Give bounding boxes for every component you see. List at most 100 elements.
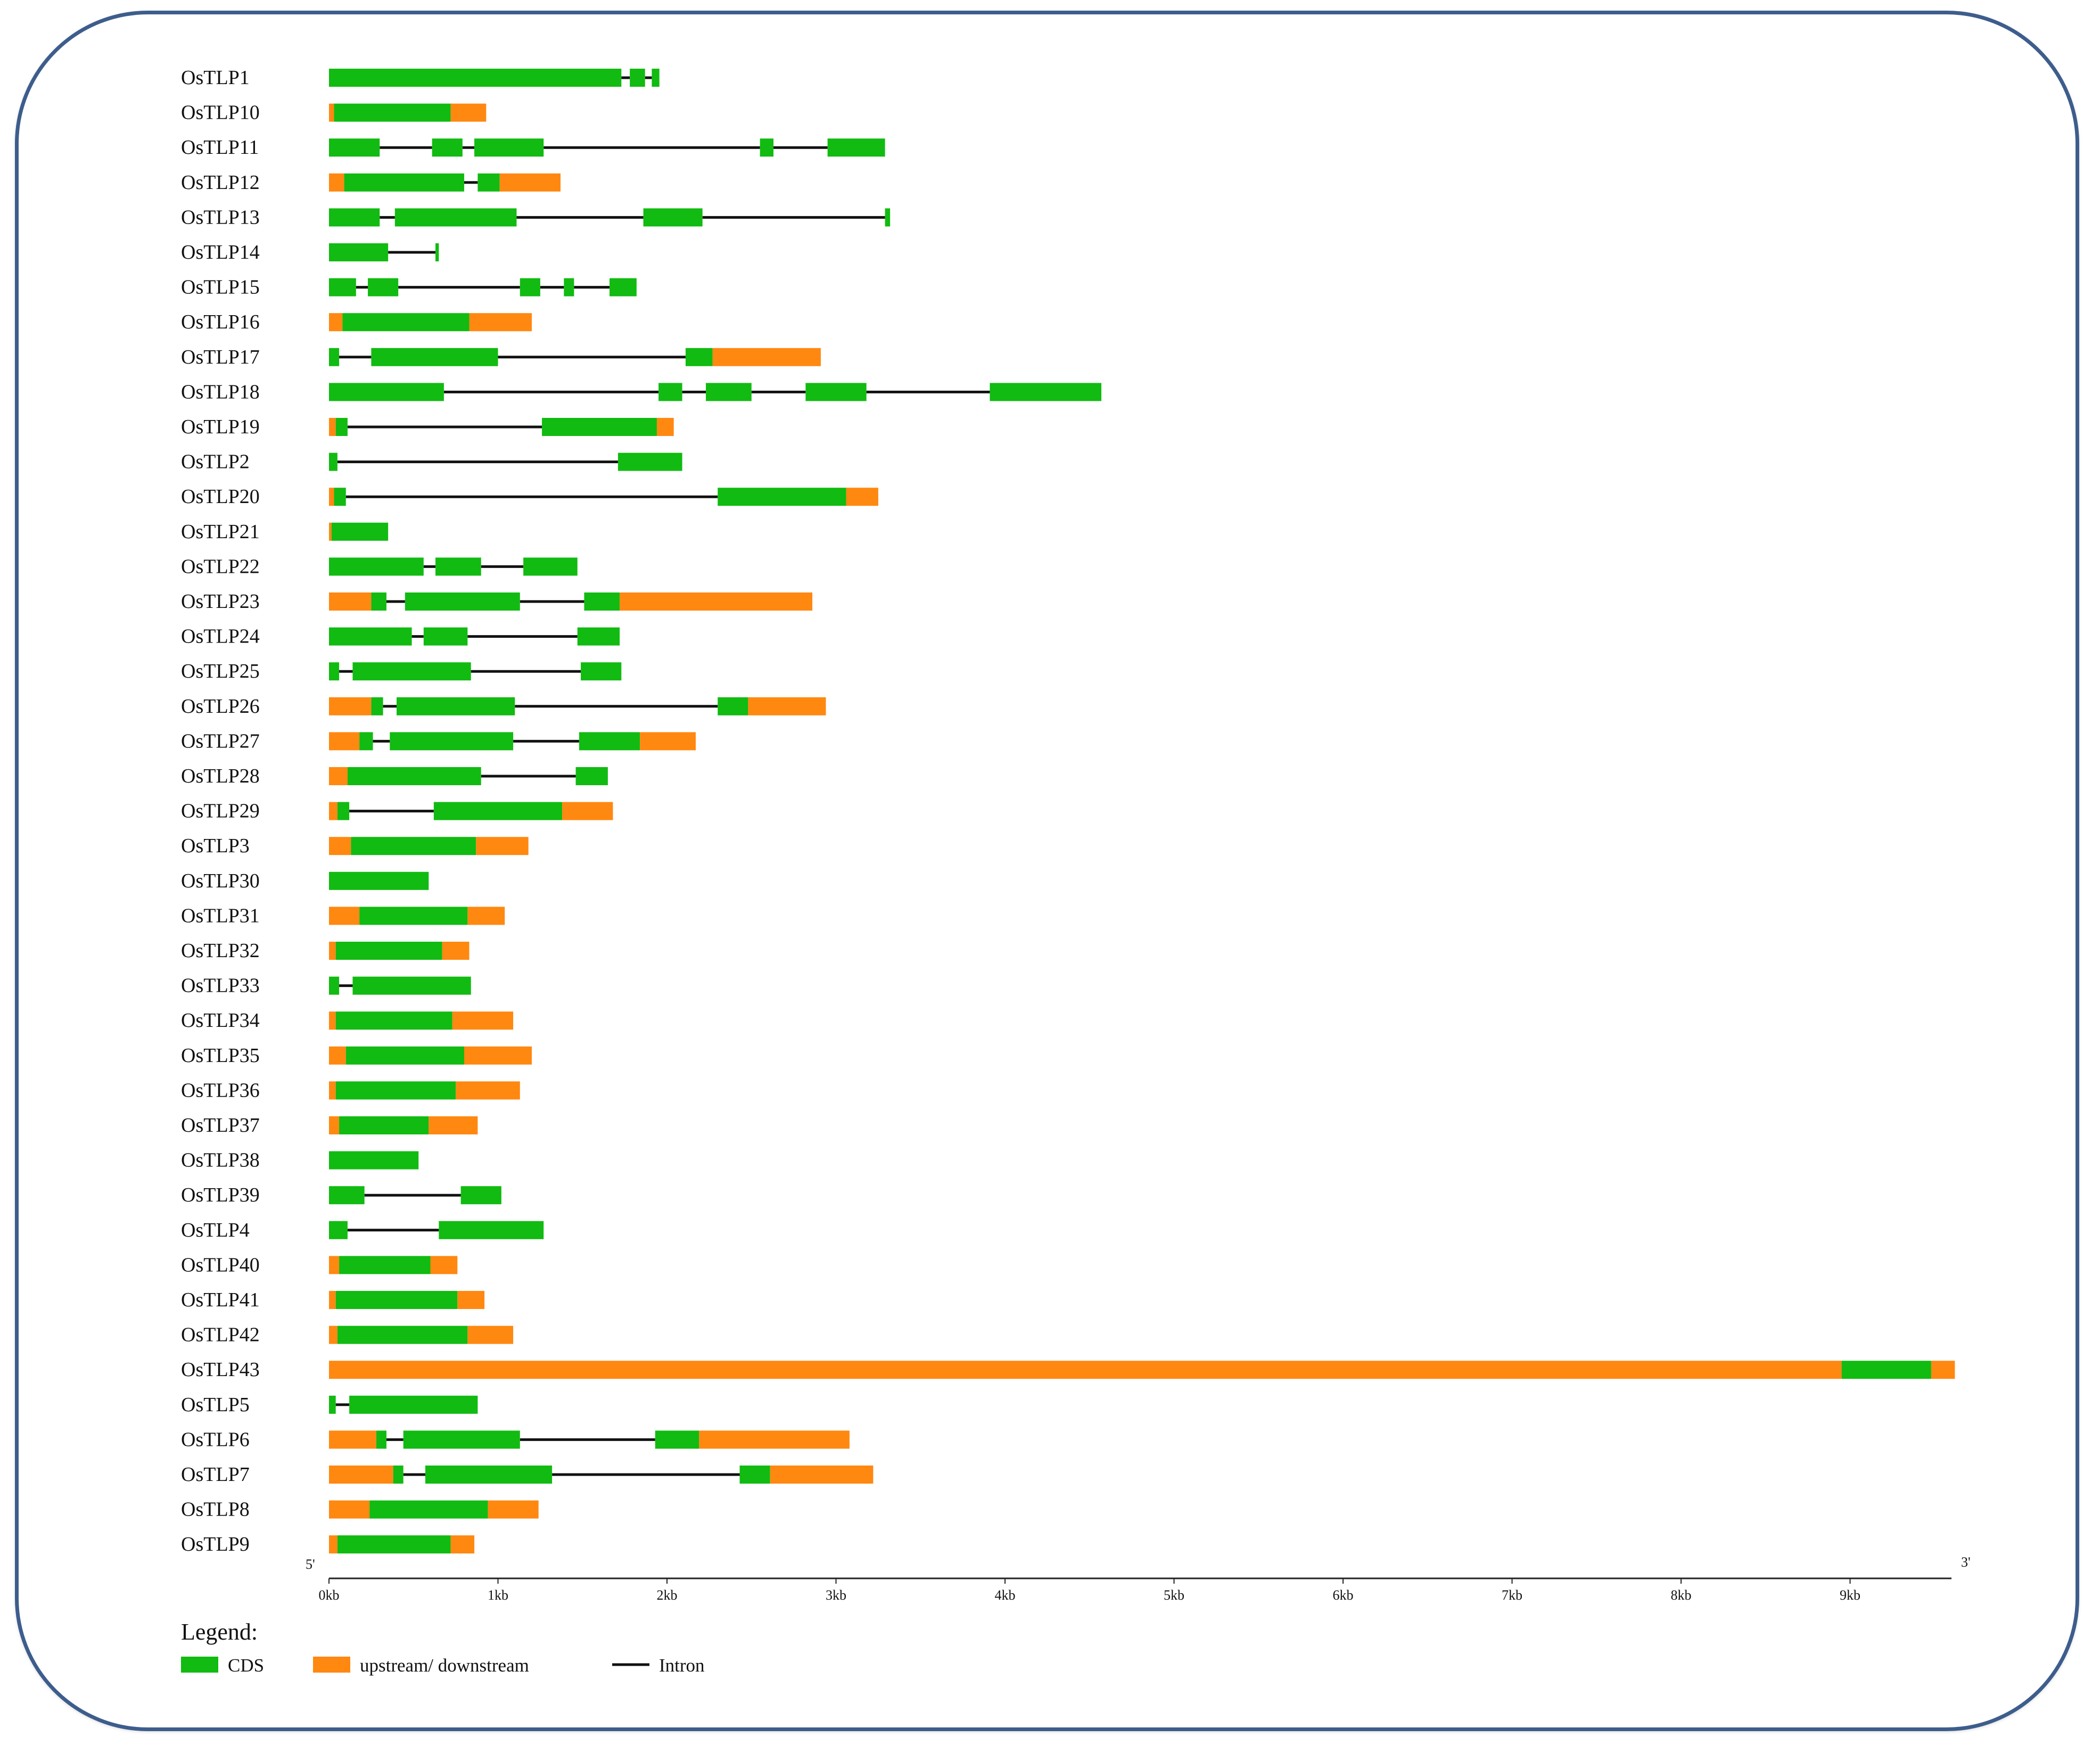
axis-ticks: 0kb 1kb 2kb 3kb 4kb 5kb 6kb 7kb 8kb 9kb <box>319 1578 1860 1603</box>
utr-segment <box>452 1011 514 1030</box>
gene-row: OsTLP20 <box>181 485 878 508</box>
utr-segment <box>469 313 532 332</box>
axis-tick-label: 8kb <box>1671 1587 1692 1603</box>
utr-segment <box>329 837 351 855</box>
utr-segment <box>620 592 813 611</box>
gene-row: OsTLP38 <box>181 1149 419 1172</box>
gene-row: OsTLP33 <box>181 975 471 997</box>
legend-label-intron: Intron <box>659 1655 705 1676</box>
cds-segment <box>335 1081 456 1100</box>
utr-segment <box>699 1430 850 1449</box>
gene-label: OsTLP35 <box>181 1044 260 1067</box>
utr-segment <box>329 1256 340 1274</box>
cds-segment <box>329 557 424 576</box>
cds-segment <box>329 1151 419 1170</box>
cds-segment <box>718 697 748 715</box>
utr-segment <box>329 732 360 751</box>
gene-row: OsTLP14 <box>181 241 439 264</box>
legend-swatch-utr <box>313 1657 350 1673</box>
utr-segment <box>467 907 505 925</box>
gene-label: OsTLP34 <box>181 1009 260 1032</box>
axis-tick-label: 0kb <box>319 1587 340 1603</box>
utr-segment <box>329 1291 336 1309</box>
cds-segment <box>760 138 774 157</box>
cds-segment <box>523 557 578 576</box>
cds-segment <box>542 418 657 436</box>
gene-row: OsTLP41 <box>181 1289 485 1311</box>
gene-row: OsTLP2 <box>181 451 682 473</box>
cds-segment <box>359 732 373 751</box>
gene-label: OsTLP21 <box>181 521 260 543</box>
gene-row: OsTLP24 <box>181 625 620 648</box>
cds-segment <box>643 208 703 227</box>
utr-segment <box>476 837 529 855</box>
gene-row: OsTLP35 <box>181 1044 532 1067</box>
gene-label: OsTLP27 <box>181 730 260 752</box>
gene-label: OsTLP33 <box>181 975 260 997</box>
gene-label: OsTLP43 <box>181 1359 260 1381</box>
cds-segment <box>334 103 451 122</box>
cds-segment <box>371 697 383 715</box>
cds-segment <box>329 278 356 297</box>
gene-label: OsTLP8 <box>181 1499 250 1521</box>
utr-segment <box>329 802 337 820</box>
cds-segment <box>423 627 468 646</box>
axis-tick-label: 3kb <box>826 1587 846 1603</box>
utr-segment <box>488 1500 539 1519</box>
cds-segment <box>718 488 846 506</box>
cds-segment <box>337 802 350 820</box>
gene-label: OsTLP4 <box>181 1219 250 1241</box>
utr-segment <box>329 1046 346 1065</box>
utr-segment <box>712 348 821 366</box>
cds-segment <box>390 732 514 751</box>
utr-segment <box>464 1046 532 1065</box>
gene-row: OsTLP43 <box>181 1359 1955 1381</box>
cds-segment <box>579 732 640 751</box>
cds-segment <box>371 592 386 611</box>
cds-segment <box>652 69 660 87</box>
cds-segment <box>345 1046 464 1065</box>
gene-row: OsTLP7 <box>181 1463 874 1486</box>
cds-segment <box>329 662 340 681</box>
axis-tick-label: 9kb <box>1840 1587 1860 1603</box>
gene-label: OsTLP38 <box>181 1149 260 1172</box>
utr-segment <box>329 488 334 506</box>
cds-segment <box>394 208 517 227</box>
cds-segment <box>990 383 1101 401</box>
cds-segment <box>397 697 515 715</box>
gene-label: OsTLP39 <box>181 1184 260 1206</box>
cds-segment <box>329 871 429 890</box>
gene-label: OsTLP29 <box>181 800 260 822</box>
cds-segment <box>435 243 439 261</box>
gene-label: OsTLP16 <box>181 311 260 333</box>
gene-row: OsTLP25 <box>181 660 622 682</box>
legend-swatch-cds <box>181 1657 218 1673</box>
cds-segment <box>331 522 389 541</box>
gene-label: OsTLP1 <box>181 67 250 89</box>
cds-segment <box>477 173 500 192</box>
cds-segment <box>335 1291 458 1309</box>
gene-label: OsTLP19 <box>181 416 260 438</box>
cds-segment <box>405 592 520 611</box>
gene-row: OsTLP4 <box>181 1219 544 1241</box>
cds-segment <box>349 1395 478 1414</box>
utr-segment <box>329 418 336 436</box>
gene-label: OsTLP26 <box>181 695 260 718</box>
utr-segment <box>329 1430 376 1449</box>
utr-segment <box>562 802 613 820</box>
cds-segment <box>329 69 622 87</box>
cds-segment <box>393 1466 403 1484</box>
cds-segment <box>335 1011 452 1030</box>
legend-label-utr: upstream/ downstream <box>360 1655 529 1676</box>
cds-segment <box>885 208 891 227</box>
cds-segment <box>334 488 346 506</box>
cds-segment <box>739 1466 770 1484</box>
gene-label: OsTLP10 <box>181 102 260 124</box>
cds-segment <box>520 278 540 297</box>
utr-segment <box>329 697 372 715</box>
cds-segment <box>344 173 464 192</box>
cds-segment <box>329 452 337 471</box>
legend: Legend: CDS upstream/ downstream Intron <box>181 1619 705 1676</box>
cds-segment <box>329 627 412 646</box>
utr-segment <box>467 1326 514 1344</box>
